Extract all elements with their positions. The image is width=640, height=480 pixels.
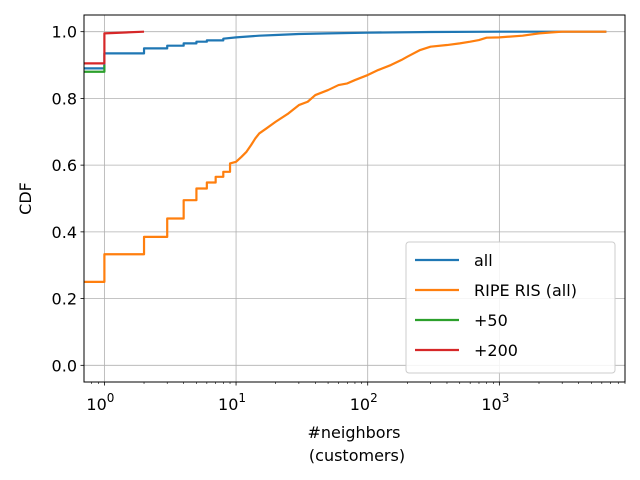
legend-label: all [474,251,493,270]
x-axis-label-line-1: #neighbors [308,423,401,442]
x-tick-label: 101 [218,391,246,414]
series-layer [84,30,607,284]
series-line [84,30,607,284]
series-line [84,30,607,70]
y-tick-label: 0.8 [52,89,77,108]
y-tick-label: 0.4 [52,223,77,242]
axes-frame [83,14,626,383]
ticks: 0.0 0.2 0.4 0.6 0.8 1.0 100 101 102 103 [52,23,626,414]
y-axis-label: CDF [16,182,35,215]
series-line [84,65,106,73]
legend: all RIPE RIS (all) +50 +200 [405,241,616,374]
y-tick-label: 1.0 [52,23,77,42]
legend-label: +50 [474,311,508,330]
x-axis-label-line-2: (customers) [309,446,405,465]
series-line [84,30,145,65]
legend-box [405,241,616,374]
y-tick-label: 0.2 [52,290,77,309]
x-tick-label: 103 [481,391,509,414]
x-tick-label: 100 [86,391,114,414]
legend-label: +200 [474,341,518,360]
y-tick-label: 0.0 [52,356,77,375]
x-tick-label: 102 [350,391,378,414]
y-tick-label: 0.6 [52,156,77,175]
plot-area [84,30,607,284]
legend-label: RIPE RIS (all) [474,281,577,300]
